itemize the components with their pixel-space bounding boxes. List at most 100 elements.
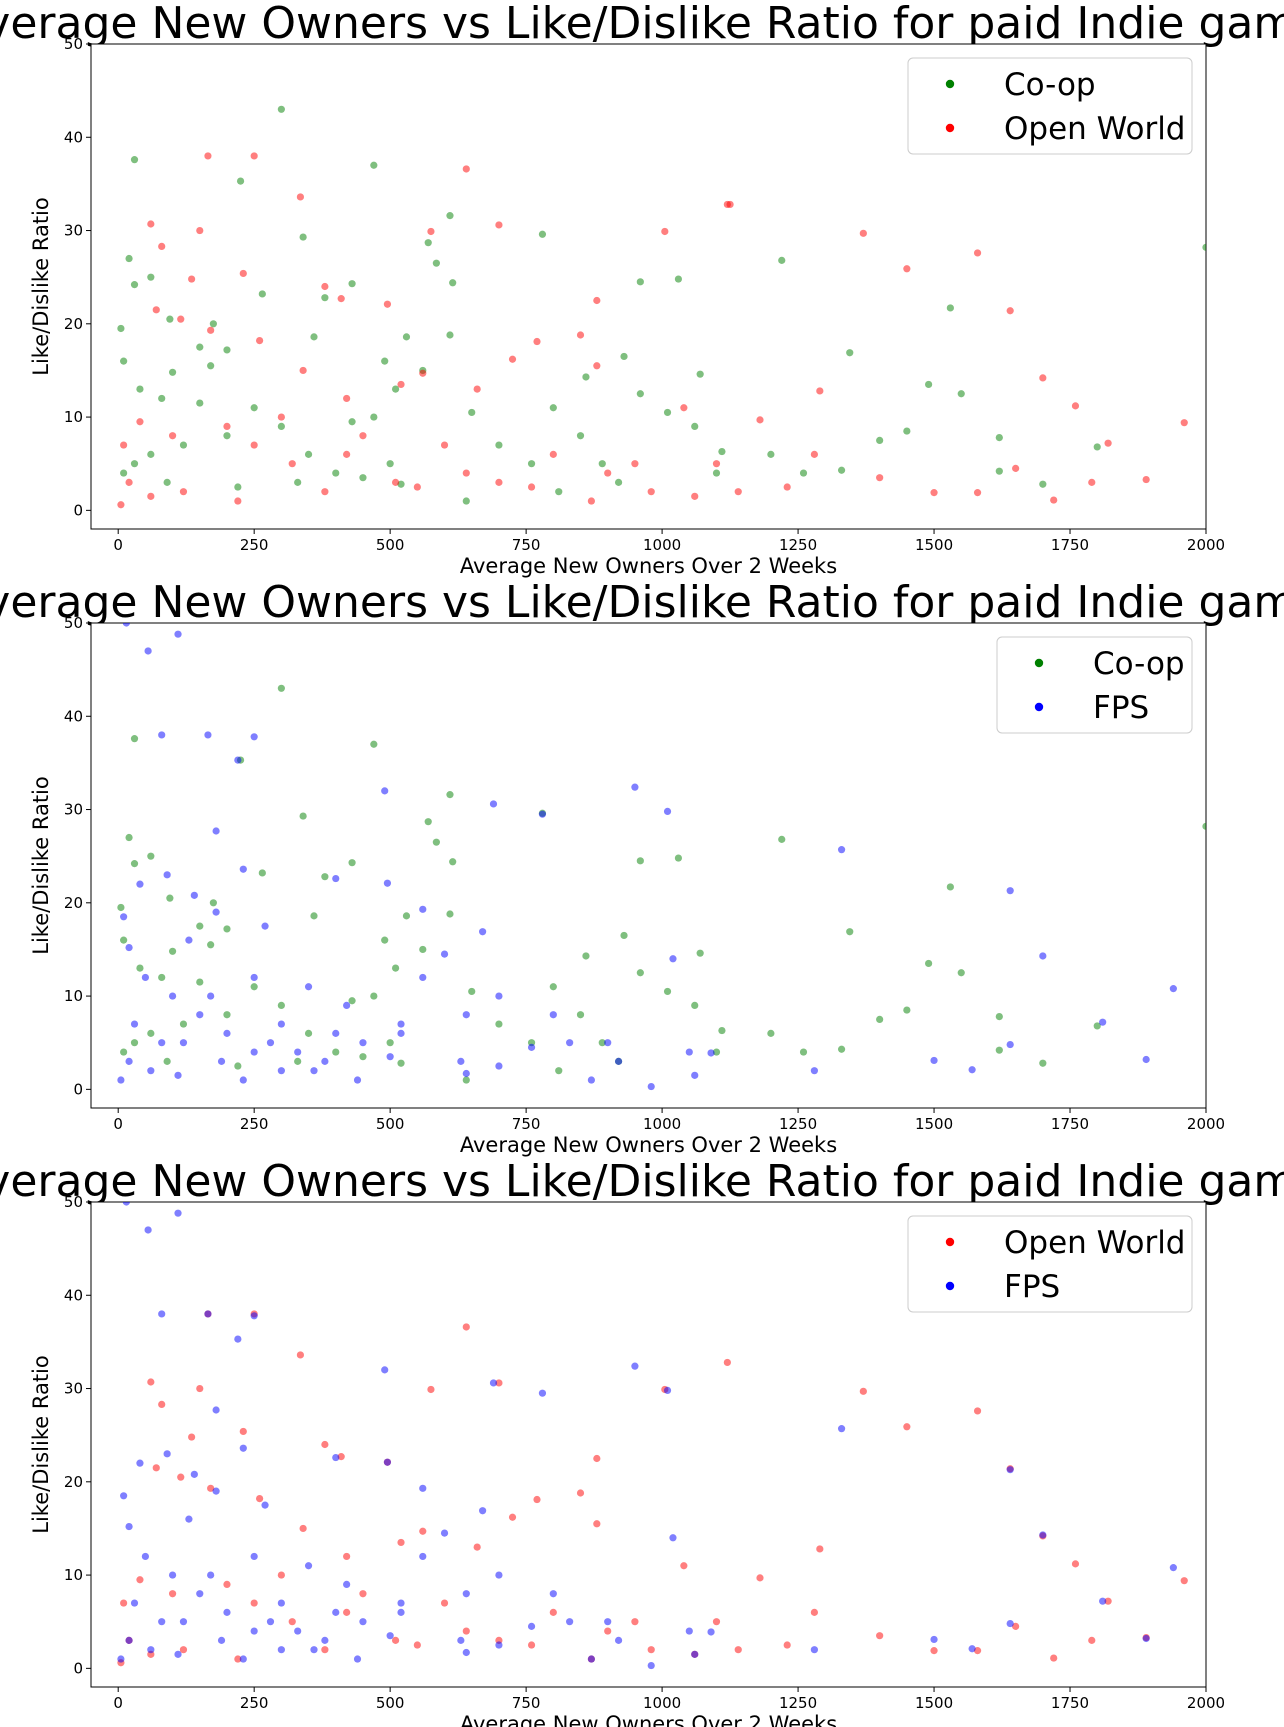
data-point: [604, 469, 612, 477]
data-point: [718, 1026, 726, 1035]
data-point: [756, 416, 764, 424]
data-point: [332, 469, 340, 477]
data-point: [631, 1362, 639, 1370]
data-point: [576, 1011, 585, 1019]
legend-marker: [1034, 702, 1044, 712]
data-point: [427, 1385, 435, 1394]
data-point: [661, 227, 669, 236]
y-tick-label: 50: [64, 35, 83, 53]
data-point: [120, 1492, 128, 1500]
x-tick-label: 2000: [1187, 1115, 1225, 1133]
data-point: [1012, 1622, 1020, 1630]
data-point: [174, 1209, 182, 1217]
data-point: [778, 835, 786, 843]
y-tick-label: 40: [64, 707, 83, 725]
x-tick-label: 1500: [915, 1115, 953, 1133]
data-point: [527, 1622, 536, 1630]
legend-label: Open World: [1004, 111, 1186, 147]
data-point: [593, 296, 601, 305]
data-point: [1006, 1040, 1014, 1049]
data-point: [767, 450, 775, 458]
x-tick-label: 1000: [643, 536, 681, 554]
data-point: [1099, 1018, 1107, 1026]
data-point: [930, 1056, 938, 1065]
data-point: [462, 1011, 470, 1019]
data-point: [204, 731, 212, 739]
data-point: [876, 474, 884, 482]
data-point: [495, 1062, 503, 1070]
data-point: [508, 1513, 517, 1521]
data-point: [125, 1522, 133, 1531]
data-point: [299, 233, 307, 241]
y-tick-label: 40: [64, 128, 83, 146]
data-point: [930, 489, 938, 497]
data-point: [196, 343, 204, 351]
points-layer: [117, 623, 1206, 1091]
data-point: [381, 787, 389, 795]
data-point: [973, 489, 982, 497]
data-point: [266, 1618, 275, 1626]
data-point: [397, 1059, 405, 1067]
data-point: [136, 1576, 144, 1584]
data-point: [223, 422, 231, 431]
data-point: [397, 380, 405, 389]
data-point: [261, 1501, 269, 1509]
data-point: [576, 1489, 585, 1497]
data-point: [957, 969, 965, 977]
data-point: [136, 1459, 144, 1467]
data-point: [712, 460, 721, 468]
legend-box: [996, 636, 1193, 734]
chart-panel-1: Average New Owners vs Like/Dislike Ratio…: [0, 0, 1284, 578]
data-point: [348, 997, 356, 1005]
data-point: [190, 891, 198, 899]
data-point: [527, 1043, 536, 1051]
data-point: [168, 947, 177, 955]
y-tick-label: 50: [64, 614, 83, 632]
y-tick-label: 50: [64, 1193, 83, 1211]
x-tick-label: 0: [113, 1694, 123, 1712]
data-point: [614, 478, 623, 486]
legend-marker: [945, 1281, 955, 1291]
points-layer: [117, 105, 1206, 509]
data-point: [136, 964, 144, 972]
data-point: [207, 362, 215, 370]
data-point: [343, 1552, 351, 1561]
data-point: [207, 1484, 215, 1492]
data-point: [177, 315, 185, 323]
data-point: [479, 1507, 487, 1515]
data-point: [370, 740, 378, 748]
data-point: [386, 1632, 394, 1640]
legend-marker: [1034, 658, 1044, 668]
data-point: [239, 269, 247, 278]
data-point: [353, 1076, 362, 1084]
data-point: [234, 1655, 242, 1663]
data-point: [266, 1039, 275, 1047]
data-point: [427, 227, 435, 236]
data-point: [440, 1599, 449, 1607]
data-point: [995, 1046, 1003, 1054]
data-point: [168, 1590, 177, 1598]
data-point: [381, 936, 389, 944]
data-point: [691, 422, 699, 431]
data-point: [946, 883, 954, 891]
data-point: [250, 1599, 258, 1607]
legend-label: Open World: [1004, 1225, 1186, 1261]
data-point: [277, 1646, 285, 1654]
data-point: [1093, 1022, 1101, 1030]
data-point: [566, 1618, 574, 1626]
data-point: [495, 441, 503, 449]
data-point: [1006, 887, 1014, 895]
data-point: [903, 265, 911, 273]
data-point: [370, 413, 378, 421]
data-point: [207, 992, 215, 1000]
data-point: [1006, 1619, 1014, 1628]
data-point: [734, 1646, 742, 1654]
data-point: [636, 390, 644, 398]
data-point: [207, 326, 215, 334]
data-point: [179, 1039, 188, 1047]
data-point: [117, 903, 125, 912]
data-point: [304, 450, 313, 458]
data-point: [299, 1524, 307, 1533]
data-point: [337, 1453, 345, 1461]
